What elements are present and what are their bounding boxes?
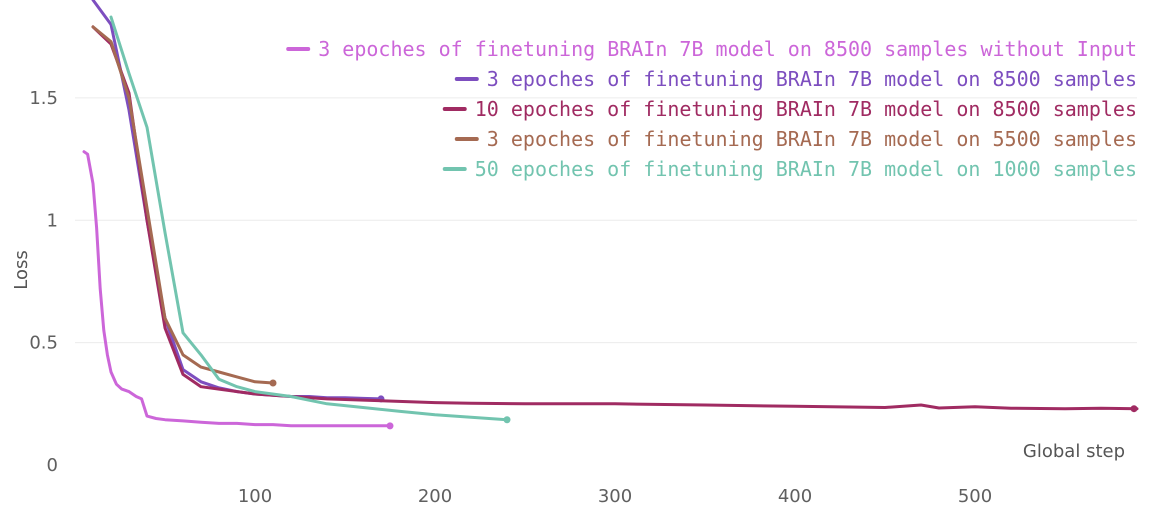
series-end-point-5: [503, 416, 511, 424]
y-tick-label: 1.5: [29, 88, 58, 109]
series-lines: [82, 0, 1139, 430]
legend-item: 10 epoches of finetuning BRAIn 7B model …: [442, 97, 1137, 121]
x-tick-label: 200: [418, 486, 452, 507]
y-tick-label: 0.5: [29, 333, 58, 354]
legend-item: 3 epoches of finetuning BRAIn 7B model o…: [454, 67, 1137, 91]
legend-label: 50 epoches of finetuning BRAIn 7B model …: [475, 157, 1137, 181]
y-axis-ticks: 0 0.5 1 1.5: [29, 88, 58, 476]
x-tick-label: 400: [778, 486, 812, 507]
series-line-3: [91, 25, 1139, 411]
series-line-5: [109, 15, 509, 422]
y-tick-label: 1: [47, 210, 58, 231]
x-tick-label: 100: [238, 486, 272, 507]
x-tick-label: 500: [958, 486, 992, 507]
x-axis-ticks: 100 200 300 400 500: [238, 486, 992, 507]
legend-label: 3 epoches of finetuning BRAIn 7B model o…: [487, 127, 1137, 151]
series-end-point-1: [386, 422, 394, 430]
y-axis-title: Loss: [11, 250, 32, 289]
series-line-4: [91, 25, 275, 385]
x-tick-label: 300: [598, 486, 632, 507]
legend-item: 3 epoches of finetuning BRAIn 7B model o…: [454, 127, 1137, 151]
series-end-point-3: [1130, 405, 1138, 413]
series-end-point-4: [269, 379, 277, 387]
series-line-1: [82, 150, 392, 428]
legend-item: 3 epoches of finetuning BRAIn 7B model o…: [286, 37, 1137, 61]
legend-label: 3 epoches of finetuning BRAIn 7B model o…: [318, 37, 1137, 61]
legend-label: 3 epoches of finetuning BRAIn 7B model o…: [487, 67, 1137, 91]
x-axis-title: Global step: [1023, 441, 1125, 462]
legend: 3 epoches of finetuning BRAIn 7B model o…: [286, 37, 1137, 181]
grid-lines: [75, 97, 1137, 344]
legend-label: 10 epoches of finetuning BRAIn 7B model …: [475, 97, 1137, 121]
y-tick-label: 0: [47, 455, 58, 476]
legend-item: 50 epoches of finetuning BRAIn 7B model …: [442, 157, 1137, 181]
